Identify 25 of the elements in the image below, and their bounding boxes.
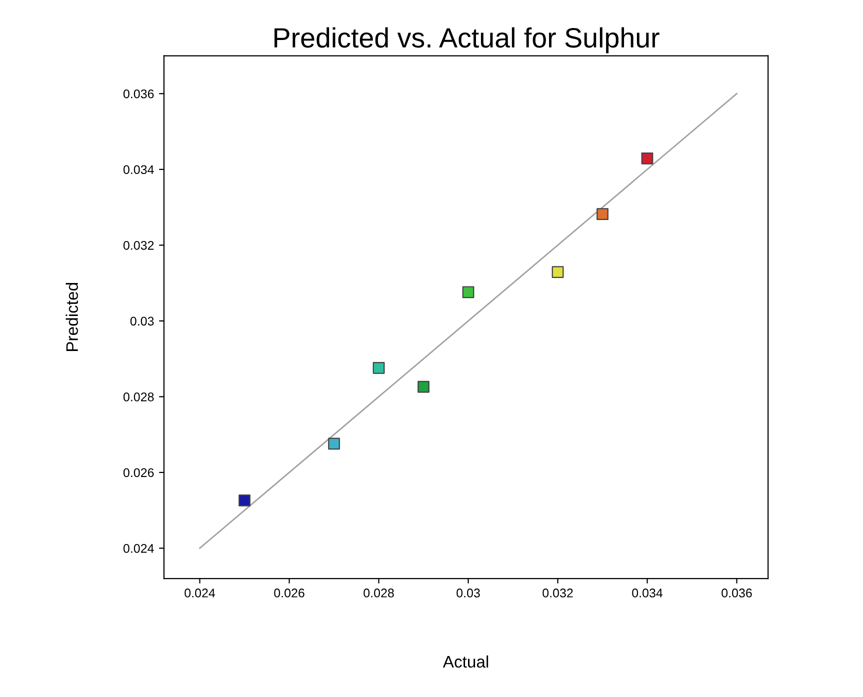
- x-axis-title: Actual: [442, 655, 488, 668]
- point: [418, 380, 430, 393]
- y-tick-label: 0.024: [123, 544, 154, 553]
- point: [552, 266, 564, 278]
- x-tick-label: 0.026: [274, 588, 304, 598]
- x-tick-label: 0.032: [542, 588, 573, 598]
- x-tick-label: 0.036: [722, 588, 752, 598]
- y-tick-label: 0.028: [123, 392, 154, 402]
- y-tick-label: 0.032: [123, 240, 154, 250]
- x-tick-label: 0.028: [364, 588, 394, 598]
- y-axis-title: Predicted: [66, 283, 78, 351]
- point: [238, 494, 250, 506]
- point: [462, 286, 474, 298]
- point: [641, 152, 654, 164]
- point: [372, 362, 385, 374]
- x-tick-label: 0.03: [456, 588, 480, 598]
- x-tick-label: 0.024: [184, 588, 216, 598]
- y-tick-label: 0.026: [123, 468, 154, 478]
- point: [328, 438, 340, 450]
- point: [596, 208, 608, 220]
- y-tick-label: 0.034: [123, 165, 154, 174]
- y-tick-label: 0.036: [123, 89, 154, 98]
- chart-title: Predicted vs. Actual for Sulphur: [274, 27, 660, 54]
- y-tick-label: 0.03: [130, 316, 154, 326]
- x-tick-label: 0.034: [632, 588, 663, 598]
